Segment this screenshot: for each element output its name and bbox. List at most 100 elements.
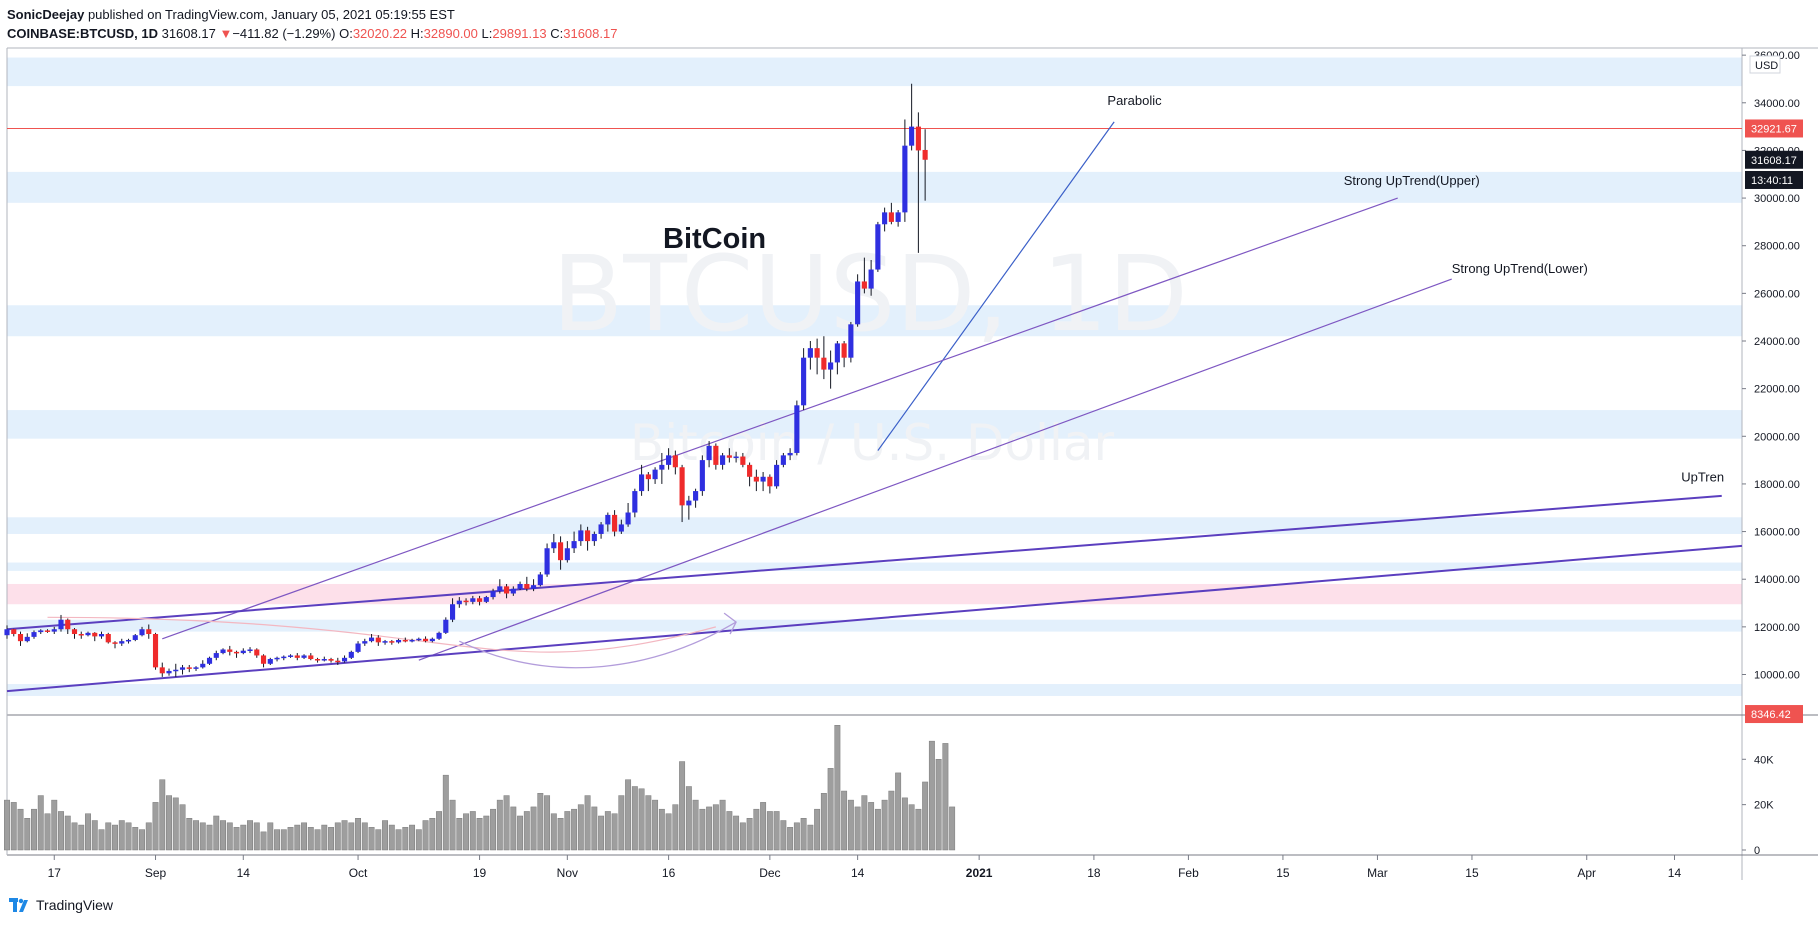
volume-bar xyxy=(895,772,902,851)
volume-bar xyxy=(206,824,213,851)
volume-bar xyxy=(253,822,260,851)
candle-body xyxy=(38,630,44,633)
volume-bar xyxy=(874,808,881,851)
volume-bar xyxy=(935,759,942,851)
time-tick-label: Feb xyxy=(1178,866,1199,880)
publication-info: SonicDeejay published on TradingView.com… xyxy=(7,7,455,22)
cup-curve xyxy=(47,616,717,653)
candle-body xyxy=(733,456,739,459)
price-change: −411.82 (−1.29%) xyxy=(232,26,336,41)
volume-bar xyxy=(4,799,10,851)
volume-bar xyxy=(78,824,85,851)
candle-body xyxy=(85,632,91,636)
trendline-label: UpTren xyxy=(1681,470,1724,485)
volume-bar xyxy=(422,820,429,851)
volume-bar xyxy=(186,818,193,851)
trendline xyxy=(6,544,1743,693)
volume-bar xyxy=(321,824,328,851)
volume-bar xyxy=(618,795,625,851)
price-tick-label: 34000.00 xyxy=(1754,98,1800,110)
candle-body xyxy=(294,655,300,658)
candle-body xyxy=(902,145,908,213)
author-name[interactable]: SonicDeejay xyxy=(7,7,85,22)
candle-body xyxy=(807,348,813,358)
volume-bar xyxy=(449,799,456,851)
candle-body xyxy=(463,600,469,603)
volume-bar xyxy=(496,799,503,851)
volume-bar xyxy=(773,811,780,851)
candle-body xyxy=(328,659,334,661)
candle-body xyxy=(618,524,624,532)
candle-body xyxy=(720,455,726,465)
candle-body xyxy=(78,634,84,636)
volume-bar xyxy=(685,786,692,851)
volume-bar xyxy=(665,813,672,851)
trendline-label: Parabolic xyxy=(1107,93,1162,108)
candle-body xyxy=(517,583,523,589)
candle-body xyxy=(571,541,577,549)
horizontal-zone xyxy=(7,684,1742,696)
candle-body xyxy=(760,476,766,482)
price-tick-label: 30000.00 xyxy=(1754,193,1800,205)
volume-bar xyxy=(280,829,287,851)
tradingview-footer: TradingView xyxy=(8,896,113,914)
volume-bar xyxy=(807,824,814,851)
horizontal-zone xyxy=(7,562,1742,571)
time-tick-label: 15 xyxy=(1465,866,1479,880)
curved-arrow xyxy=(459,621,737,669)
volume-bar xyxy=(105,822,112,851)
time-tick-label: 17 xyxy=(48,866,62,880)
price-axis-label-box xyxy=(1745,119,1803,138)
candle-body xyxy=(65,619,71,630)
price-tick-label: 10000.00 xyxy=(1754,670,1800,682)
candle-body xyxy=(166,670,172,674)
candle-body xyxy=(179,667,186,670)
volume-bar xyxy=(274,829,280,851)
candle-body xyxy=(173,669,179,672)
volume-bar xyxy=(881,799,888,851)
candle-body xyxy=(301,655,307,658)
candle-body xyxy=(395,639,402,643)
volume-bar xyxy=(469,811,476,851)
candle-body xyxy=(146,629,152,635)
volume-bar xyxy=(564,811,571,851)
candle-body xyxy=(551,542,557,549)
candle-body xyxy=(612,514,618,532)
price-axis-label-box xyxy=(1745,150,1803,169)
time-tick-label: 14 xyxy=(237,866,251,880)
currency-box xyxy=(1749,55,1781,74)
time-tick-label: Mar xyxy=(1367,866,1388,880)
volume-bar xyxy=(145,822,152,851)
candle-body xyxy=(841,343,847,358)
volume-bar xyxy=(645,795,652,851)
time-tick-label: 19 xyxy=(473,866,487,880)
candle-body xyxy=(666,455,672,465)
candle-body xyxy=(686,500,692,506)
candle-body xyxy=(206,657,213,664)
volume-bar xyxy=(483,815,490,851)
symbol-info: COINBASE:BTCUSD, 1D 31608.17 ▼−411.82 (−… xyxy=(7,26,617,41)
candle-body xyxy=(544,548,550,575)
volume-bar xyxy=(766,811,773,851)
volume-bar xyxy=(429,818,436,851)
volume-bar xyxy=(949,806,956,851)
volume-tick-label: 40K xyxy=(1754,754,1774,766)
tradingview-brand[interactable]: TradingView xyxy=(36,897,114,913)
volume-bar xyxy=(841,790,848,851)
candle-body xyxy=(558,542,564,561)
price-axis-label-box xyxy=(1745,170,1803,189)
candle-body xyxy=(314,659,321,661)
candle-body xyxy=(625,512,631,525)
candle-body xyxy=(17,634,24,642)
volume-bar xyxy=(307,827,314,851)
candle-body xyxy=(335,660,341,663)
volume-bar xyxy=(71,822,78,851)
close-label: C: xyxy=(550,26,564,41)
candle-body xyxy=(605,514,611,525)
candle-body xyxy=(585,530,591,542)
volume-bar xyxy=(834,725,841,851)
high-label: H: xyxy=(410,26,424,41)
volume-bar xyxy=(611,813,618,851)
candle-body xyxy=(828,362,834,370)
